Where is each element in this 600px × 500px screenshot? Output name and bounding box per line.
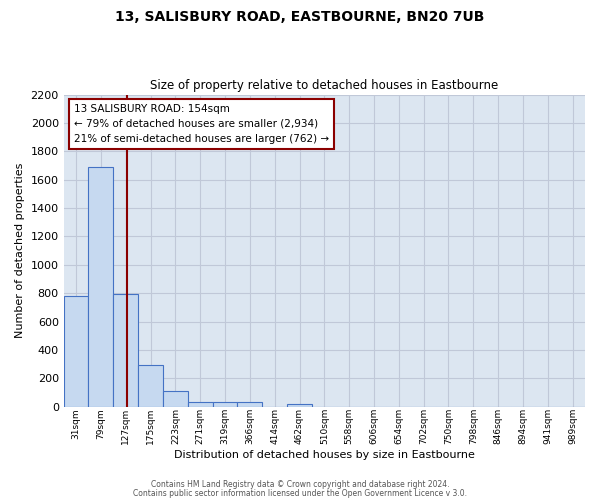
Bar	[212, 402, 238, 406]
Text: Contains public sector information licensed under the Open Government Licence v : Contains public sector information licen…	[133, 488, 467, 498]
Bar	[138, 365, 163, 406]
Text: Contains HM Land Registry data © Crown copyright and database right 2024.: Contains HM Land Registry data © Crown c…	[151, 480, 449, 489]
Text: 13 SALISBURY ROAD: 154sqm
← 79% of detached houses are smaller (2,934)
21% of se: 13 SALISBURY ROAD: 154sqm ← 79% of detac…	[74, 104, 329, 144]
Title: Size of property relative to detached houses in Eastbourne: Size of property relative to detached ho…	[150, 79, 499, 92]
Bar	[88, 167, 113, 406]
Bar	[163, 391, 188, 406]
Bar	[188, 402, 212, 406]
Bar	[238, 402, 262, 406]
Bar	[287, 404, 312, 406]
Bar	[113, 294, 138, 406]
Y-axis label: Number of detached properties: Number of detached properties	[15, 163, 25, 338]
X-axis label: Distribution of detached houses by size in Eastbourne: Distribution of detached houses by size …	[174, 450, 475, 460]
Bar	[64, 296, 88, 406]
Text: 13, SALISBURY ROAD, EASTBOURNE, BN20 7UB: 13, SALISBURY ROAD, EASTBOURNE, BN20 7UB	[115, 10, 485, 24]
